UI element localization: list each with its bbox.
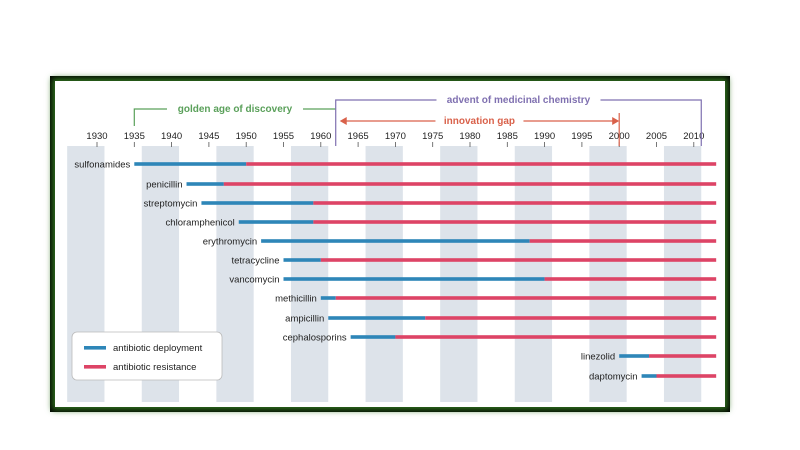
resistance-bar bbox=[335, 296, 717, 300]
legend-label: antibiotic resistance bbox=[113, 362, 196, 373]
legend-swatch bbox=[84, 365, 106, 369]
legend-swatch bbox=[84, 346, 106, 350]
x-tick-label: 1975 bbox=[422, 131, 443, 142]
decade-stripe bbox=[589, 146, 627, 402]
x-tick-label: 1950 bbox=[236, 131, 257, 142]
x-tick-label: 1995 bbox=[571, 131, 592, 142]
x-tick-label: 1980 bbox=[459, 131, 480, 142]
antibiotic-label: methicillin bbox=[275, 294, 317, 305]
medicinal-chemistry-label: advent of medicinal chemistry bbox=[447, 95, 591, 106]
x-tick-label: 1955 bbox=[273, 131, 294, 142]
x-tick-label: 1965 bbox=[348, 131, 369, 142]
resistance-bar bbox=[223, 182, 717, 186]
antibiotic-label: streptomycin bbox=[144, 199, 198, 210]
x-tick-label: 2010 bbox=[683, 131, 704, 142]
resistance-bar bbox=[320, 258, 717, 262]
antibiotic-label: erythromycin bbox=[203, 237, 257, 248]
medicinal-chemistry-label-bg bbox=[436, 93, 601, 106]
deployment-bar bbox=[134, 162, 247, 166]
deployment-bar bbox=[641, 374, 657, 378]
x-tick-label: 1940 bbox=[161, 131, 182, 142]
x-tick-label: 1930 bbox=[86, 131, 107, 142]
decade-stripes bbox=[67, 146, 702, 402]
golden-age-label: golden age of discovery bbox=[178, 104, 293, 115]
deployment-bar bbox=[201, 201, 314, 205]
decade-stripe bbox=[663, 146, 702, 402]
deployment-bar bbox=[283, 277, 545, 281]
antibiotic-bars: sulfonamides penicillin streptomycin chlora… bbox=[74, 160, 717, 383]
antibiotic-label: daptomycin bbox=[589, 372, 638, 383]
deployment-bar bbox=[320, 296, 336, 300]
resistance-bar bbox=[313, 201, 717, 205]
decade-stripe bbox=[290, 146, 329, 402]
decade-stripe bbox=[365, 146, 403, 402]
antibiotic-label: cephalosporins bbox=[283, 333, 347, 344]
x-tick-label: 1990 bbox=[534, 131, 555, 142]
golden-age-label-bg bbox=[167, 102, 304, 115]
resistance-bar bbox=[246, 162, 717, 166]
decade-stripe bbox=[514, 146, 553, 402]
antibiotic-label: linezolid bbox=[581, 352, 615, 363]
antibiotic-label: chloramphenicol bbox=[166, 218, 235, 229]
innovation-gap-label-bg bbox=[435, 114, 524, 127]
legend: antibiotic deployment antibiotic resistan… bbox=[71, 331, 223, 381]
x-tick-label: 1985 bbox=[497, 131, 518, 142]
era-annotations: golden age of discovery advent of medicin… bbox=[133, 93, 702, 146]
x-tick-label: 2005 bbox=[646, 131, 667, 142]
innovation-gap-arrow-left bbox=[339, 117, 347, 125]
innovation-gap-label: innovation gap bbox=[444, 116, 515, 127]
antibiotic-label: sulfonamides bbox=[74, 160, 130, 171]
legend-box bbox=[71, 331, 223, 381]
antibiotic-label: vancomycin bbox=[229, 275, 279, 286]
antibiotic-label: penicillin bbox=[146, 180, 182, 191]
x-axis-ticks: 1930 1935 1940 1945 1950 1955 1960 1965 1970 1975… bbox=[86, 131, 704, 147]
innovation-gap-arrow-right bbox=[612, 117, 620, 125]
decade-stripe bbox=[216, 146, 254, 402]
deployment-bar bbox=[619, 354, 650, 358]
resistance-bar bbox=[544, 277, 717, 281]
resistance-bar bbox=[395, 335, 717, 339]
resistance-bar bbox=[529, 239, 717, 243]
x-tick-label: 1945 bbox=[198, 131, 219, 142]
x-tick-label: 1960 bbox=[310, 131, 331, 142]
antibiotic-label: ampicillin bbox=[285, 314, 324, 325]
resistance-bar bbox=[313, 220, 717, 224]
deployment-bar bbox=[328, 316, 426, 320]
deployment-bar bbox=[261, 239, 530, 243]
deployment-bar bbox=[238, 220, 314, 224]
x-tick-label: 1935 bbox=[124, 131, 145, 142]
deployment-bar bbox=[283, 258, 321, 262]
resistance-bar bbox=[649, 354, 717, 358]
resistance-bar bbox=[656, 374, 717, 378]
decade-stripe bbox=[440, 146, 478, 402]
resistance-bar bbox=[425, 316, 717, 320]
deployment-bar bbox=[186, 182, 224, 186]
antibiotic-label: tetracycline bbox=[231, 256, 279, 267]
legend-label: antibiotic deployment bbox=[113, 343, 203, 354]
deployment-bar bbox=[350, 335, 396, 339]
x-tick-label: 1970 bbox=[385, 131, 406, 142]
